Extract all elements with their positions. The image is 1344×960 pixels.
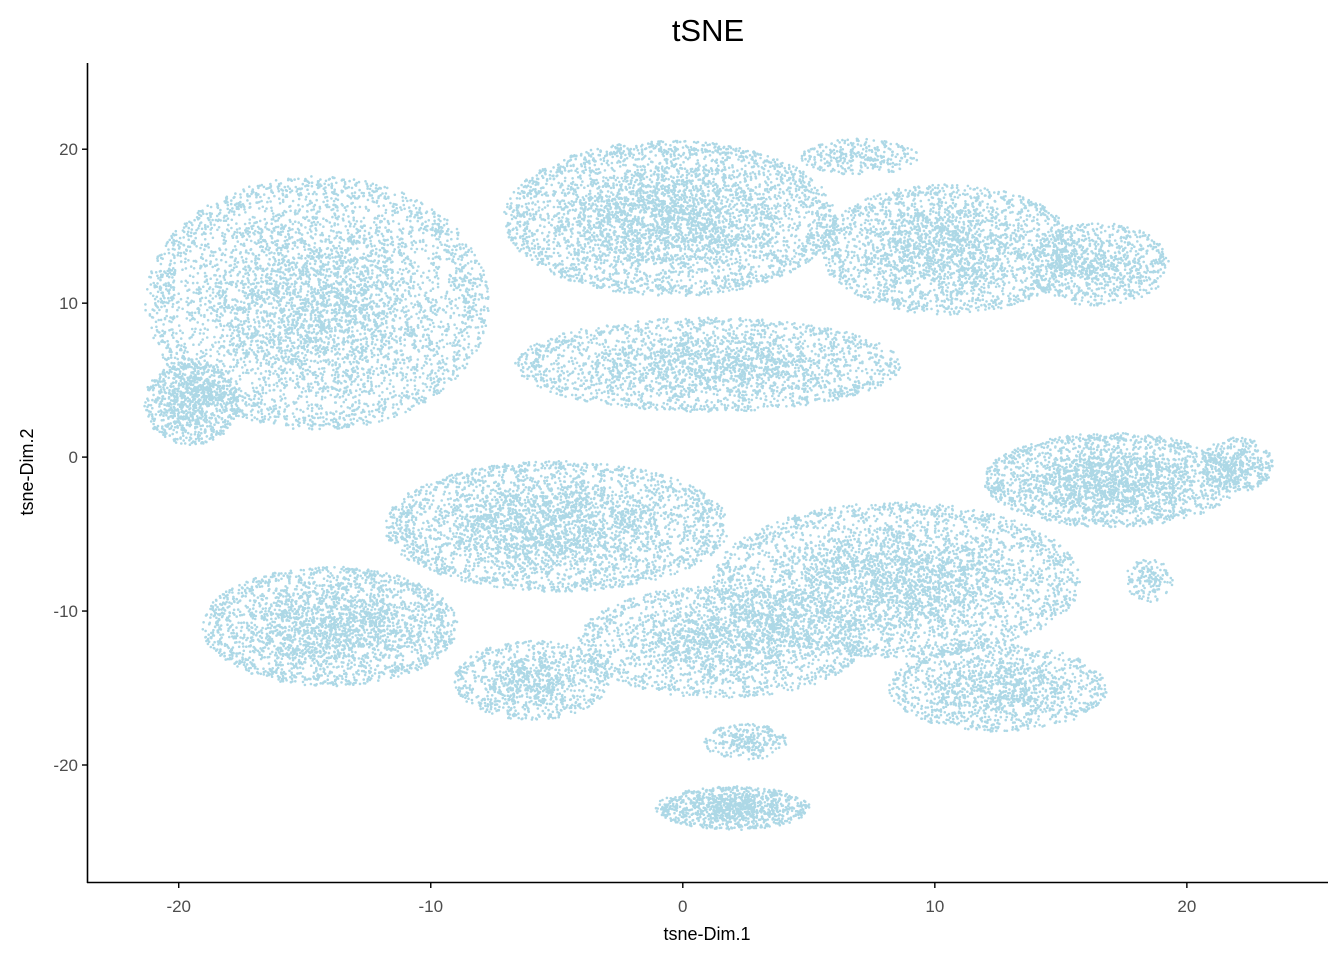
y-tick-label: -10 (53, 602, 78, 621)
y-tick-label: 0 (69, 448, 78, 467)
data-points (143, 137, 1274, 831)
y-axis-ticks: -20 -10 0 10 20 (53, 140, 88, 775)
x-tick-label: 20 (1177, 897, 1196, 916)
y-tick-label: -20 (53, 756, 78, 775)
x-tick-label: 10 (925, 897, 944, 916)
y-axis-title: tsne-Dim.2 (17, 428, 37, 515)
point-cloud (143, 137, 1274, 831)
x-tick-label: 0 (678, 897, 687, 916)
y-tick-label: 20 (59, 140, 78, 159)
x-axis-ticks: -20 -10 0 10 20 (166, 882, 1196, 916)
chart-title: tSNE (672, 13, 744, 48)
x-tick-label: -10 (418, 897, 443, 916)
x-axis-title: tsne-Dim.1 (663, 924, 750, 944)
x-tick-label: -20 (166, 897, 191, 916)
y-tick-label: 10 (59, 294, 78, 313)
